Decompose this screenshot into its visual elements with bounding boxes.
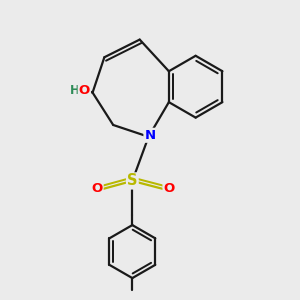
Text: H: H bbox=[69, 84, 79, 97]
Text: O: O bbox=[92, 182, 103, 195]
Text: S: S bbox=[127, 173, 138, 188]
Text: O: O bbox=[164, 182, 175, 195]
Text: N: N bbox=[144, 129, 156, 142]
Text: O: O bbox=[79, 84, 90, 97]
